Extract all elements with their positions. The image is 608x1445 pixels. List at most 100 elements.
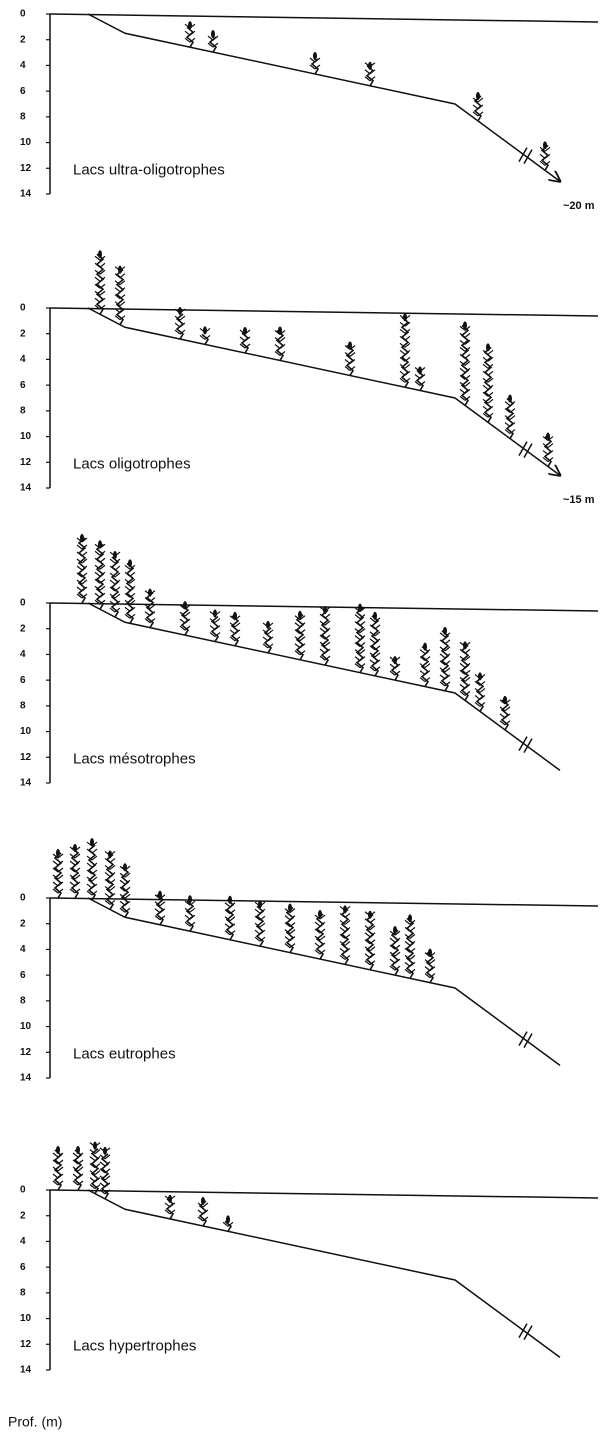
tick-label: 0 xyxy=(20,1185,26,1196)
leaf xyxy=(254,915,266,921)
leaf xyxy=(207,42,219,48)
leaf xyxy=(399,328,411,334)
leaf xyxy=(439,646,451,652)
leaf xyxy=(474,680,486,686)
leaf xyxy=(404,940,416,946)
leaf xyxy=(52,1152,64,1158)
plant-top xyxy=(278,326,282,335)
leaf xyxy=(499,706,511,712)
leaf xyxy=(86,869,98,875)
leaf xyxy=(89,1184,101,1190)
plant xyxy=(90,1148,100,1195)
plant-top xyxy=(403,313,407,322)
leaf xyxy=(319,627,331,633)
leaf xyxy=(69,888,81,894)
leaf xyxy=(72,1180,84,1186)
leaf xyxy=(184,900,196,906)
leaf xyxy=(399,335,411,341)
plant-top xyxy=(98,250,102,259)
leaf xyxy=(174,322,186,328)
leaf xyxy=(319,620,331,626)
leaf xyxy=(389,944,401,950)
plant-top xyxy=(358,603,362,612)
tick-label: 10 xyxy=(20,431,32,442)
leaf xyxy=(314,928,326,934)
leaf xyxy=(94,564,106,570)
leaf xyxy=(499,720,511,726)
leaf xyxy=(109,558,121,564)
leaf xyxy=(404,968,416,974)
lake-bottom xyxy=(87,602,561,772)
plant-top xyxy=(423,642,427,651)
tick-label: 12 xyxy=(20,163,32,174)
leaf xyxy=(419,670,431,676)
break-mark xyxy=(518,1031,533,1048)
plant xyxy=(355,607,365,674)
plant-top xyxy=(226,1215,230,1224)
leaf xyxy=(482,356,494,362)
leaf xyxy=(76,586,88,592)
plant-top xyxy=(56,1146,60,1154)
plant-top xyxy=(463,641,467,650)
leaf xyxy=(104,871,116,877)
leaf xyxy=(459,669,471,675)
leaf xyxy=(76,558,88,564)
plant-top xyxy=(486,343,490,352)
plant xyxy=(180,604,190,636)
leaf xyxy=(184,907,196,913)
leaf xyxy=(439,653,451,659)
tick-label: 12 xyxy=(20,457,32,468)
leaf xyxy=(354,628,366,634)
leaf xyxy=(474,701,486,707)
leaf xyxy=(294,615,306,621)
plant xyxy=(240,332,250,354)
tick-label: 2 xyxy=(20,623,26,634)
leaf xyxy=(94,255,106,261)
leaf xyxy=(239,336,251,342)
plant-top xyxy=(93,1141,97,1150)
leaf xyxy=(399,349,411,355)
leaf xyxy=(339,954,351,960)
leaf xyxy=(86,862,98,868)
leaf xyxy=(99,1161,111,1167)
leaf xyxy=(459,395,471,401)
leaf xyxy=(354,614,366,620)
leaf xyxy=(144,604,156,610)
leaf xyxy=(404,947,416,953)
plant-top xyxy=(103,1146,107,1155)
leaf xyxy=(109,579,121,585)
leaf xyxy=(86,855,98,861)
leaf xyxy=(284,908,296,914)
leaf xyxy=(89,1163,101,1169)
leaf xyxy=(104,878,116,884)
leaf xyxy=(69,853,81,859)
leaf xyxy=(364,69,376,75)
leaf xyxy=(99,1182,111,1188)
leaf xyxy=(94,550,106,556)
leaf xyxy=(239,343,251,349)
leaf xyxy=(124,606,136,612)
plant-top xyxy=(201,1196,205,1205)
leaf xyxy=(314,935,326,941)
leaf xyxy=(369,617,381,623)
leaf xyxy=(364,932,376,938)
leaf xyxy=(344,359,356,364)
plant-top xyxy=(228,895,232,904)
plant xyxy=(95,253,105,315)
leaf xyxy=(164,1202,176,1208)
leaf xyxy=(354,635,366,641)
tick-label: 6 xyxy=(20,970,26,981)
tick-label: 14 xyxy=(20,1073,32,1084)
leaf xyxy=(284,943,296,949)
leaf xyxy=(474,694,486,700)
depth-note: ~20 m xyxy=(563,200,595,212)
plant-top xyxy=(128,559,132,568)
panel-label: Lacs ultra-oligotrophes xyxy=(73,162,225,179)
leaf xyxy=(354,621,366,627)
leaf xyxy=(504,408,516,414)
leaf xyxy=(114,280,126,286)
leaf xyxy=(99,1175,111,1181)
leaf xyxy=(344,352,356,357)
leaf xyxy=(224,930,236,936)
plant xyxy=(230,615,240,647)
